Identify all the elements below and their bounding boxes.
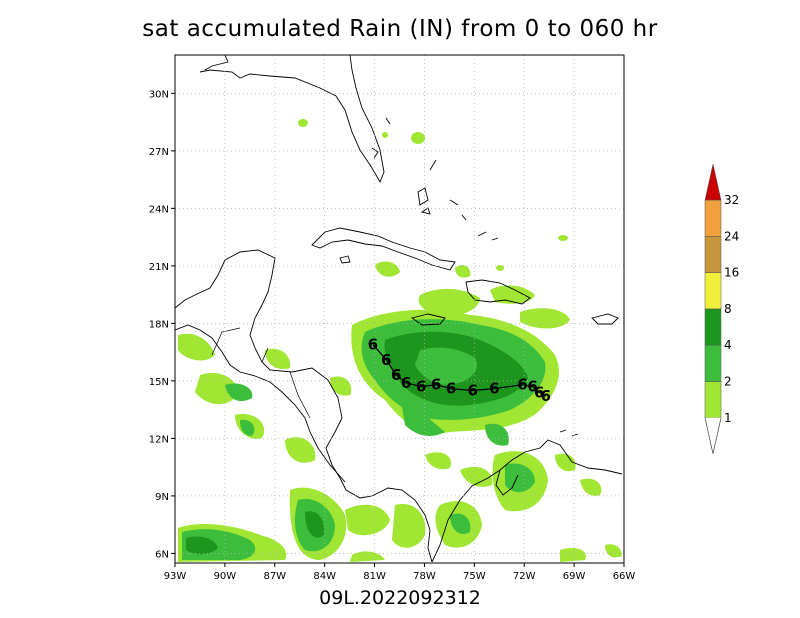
lon-tick-label: 66W	[613, 571, 636, 582]
track-line	[372, 344, 547, 397]
colorbar-label: 2	[724, 375, 732, 389]
lat-tick-label: 27N	[149, 147, 169, 158]
storm-symbol: 6	[416, 378, 426, 396]
storm-symbol: 6	[391, 366, 401, 384]
latitude-ticks: 6N 9N 12N 15N 18N 21N 24N 27N 30N	[149, 89, 175, 560]
storm-symbol: 6	[401, 374, 411, 392]
lat-tick-label: 30N	[149, 89, 169, 100]
lat-tick-label: 12N	[149, 434, 169, 445]
storm-symbol: 6	[431, 376, 441, 394]
colorbar-label: 4	[724, 338, 732, 352]
colorbar-segment	[704, 199, 722, 237]
lat-tick-label: 24N	[149, 204, 169, 215]
lat-tick-label: 18N	[149, 319, 169, 330]
storm-symbol: 6	[381, 351, 391, 369]
chart-title: sat accumulated Rain (IN) from 0 to 060 …	[142, 16, 658, 42]
lon-tick-label: 84W	[313, 571, 336, 582]
storm-id-label: 09L.2022092312	[319, 587, 481, 609]
storm-symbol: 6	[541, 387, 551, 405]
lon-tick-label: 78W	[413, 571, 436, 582]
storm-symbol: 6	[489, 380, 499, 398]
lon-tick-label: 90W	[214, 571, 237, 582]
colorbar-label: 1	[724, 411, 732, 425]
storm-symbol: 6	[517, 376, 527, 394]
lat-tick-label: 9N	[155, 492, 169, 503]
storm-symbol: 6	[467, 381, 477, 399]
colorbar-segment	[704, 236, 722, 273]
longitude-ticks: 93W 90W 87W 84W 81W 78W 75W 72W 69W 66W	[164, 563, 636, 582]
lon-tick-label: 87W	[263, 571, 286, 582]
coastlines	[175, 55, 623, 563]
rainfall-shading	[178, 119, 622, 562]
colorbar-segment	[704, 272, 722, 310]
storm-symbol: 6	[446, 380, 456, 398]
storm-symbol: 6	[527, 378, 537, 396]
lon-tick-label: 75W	[463, 571, 486, 582]
lat-tick-label: 6N	[155, 549, 169, 560]
colorbar-segment	[704, 381, 722, 419]
gridlines	[175, 55, 624, 563]
colorbar-label: 32	[724, 193, 739, 207]
colorbar-top-arrow	[704, 163, 722, 201]
lon-tick-label: 93W	[164, 571, 187, 582]
map-frame	[174, 54, 625, 564]
colorbar-segment	[704, 308, 722, 346]
lon-tick-label: 72W	[513, 571, 536, 582]
storm-symbol: 6	[534, 383, 544, 401]
storm-symbol: 6	[368, 335, 378, 353]
lat-tick-label: 15N	[149, 377, 169, 388]
colorbar-segment	[704, 344, 722, 382]
colorbar-label: 24	[724, 229, 739, 243]
lat-tick-label: 21N	[149, 262, 169, 273]
colorbar-label: 16	[724, 266, 739, 280]
colorbar-label: 8	[724, 302, 732, 316]
lon-tick-label: 81W	[363, 571, 386, 582]
lon-tick-label: 69W	[563, 571, 586, 582]
colorbar-bottom-arrow	[704, 417, 722, 454]
